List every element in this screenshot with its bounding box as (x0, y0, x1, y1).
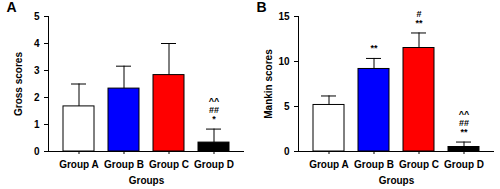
svg-text:Group A: Group A (59, 159, 99, 170)
svg-text:0: 0 (284, 146, 290, 157)
svg-text:1: 1 (34, 119, 40, 130)
svg-text:5: 5 (34, 11, 40, 22)
svg-text:Group D: Group D (444, 159, 484, 170)
svg-text:**: ** (460, 127, 468, 137)
svg-text:3: 3 (34, 65, 40, 76)
svg-text:Group D: Group D (194, 159, 234, 170)
svg-text:Group B: Group B (104, 159, 144, 170)
svg-text:**: ** (415, 18, 423, 28)
svg-text:**: ** (370, 43, 378, 53)
svg-text:Groups: Groups (129, 175, 165, 186)
svg-text:Group B: Group B (354, 159, 394, 170)
svg-text:Groups: Groups (379, 175, 415, 186)
svg-text:*: * (212, 114, 216, 124)
svg-text:Gross scores: Gross scores (13, 52, 24, 116)
svg-text:B: B (257, 0, 267, 15)
svg-text:5: 5 (284, 101, 290, 112)
svg-text:Group A: Group A (309, 159, 349, 170)
svg-text:Group C: Group C (399, 159, 439, 170)
svg-text:15: 15 (278, 11, 290, 22)
svg-text:10: 10 (278, 56, 290, 67)
svg-text:0: 0 (34, 146, 40, 157)
svg-text:4: 4 (34, 38, 40, 49)
svg-text:Group C: Group C (149, 159, 189, 170)
svg-text:2: 2 (34, 92, 40, 103)
svg-text:A: A (7, 0, 17, 15)
svg-text:Mankin scores: Mankin scores (263, 49, 274, 119)
